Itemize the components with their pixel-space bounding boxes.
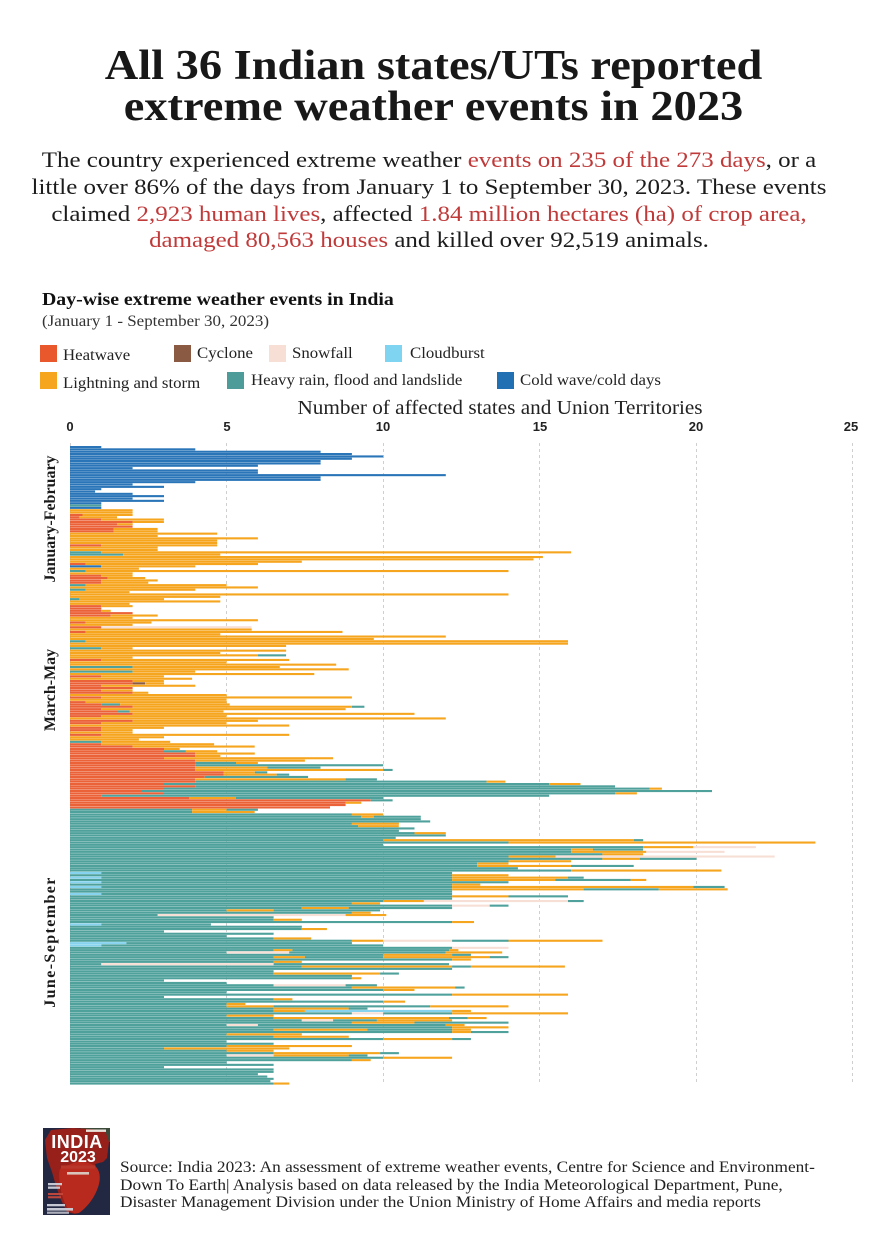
svg-text:2023: 2023 (60, 1149, 96, 1166)
svg-text:INDIA: INDIA (51, 1132, 103, 1152)
